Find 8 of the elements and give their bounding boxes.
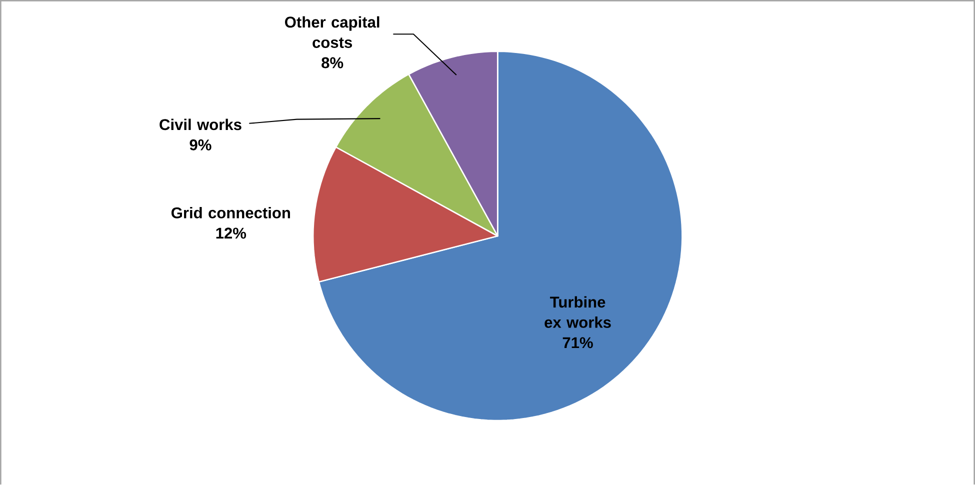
slice-label: Grid connection xyxy=(171,206,290,218)
data-label: 71% xyxy=(562,337,593,348)
slice-label: Civil works xyxy=(160,118,242,130)
data-label: 8% xyxy=(322,57,344,68)
data-label: 12% xyxy=(216,228,246,239)
slice-label: Other capital costs xyxy=(285,16,380,48)
data-label: 9% xyxy=(190,139,212,150)
slice-label: Turbine ex works xyxy=(544,296,611,328)
